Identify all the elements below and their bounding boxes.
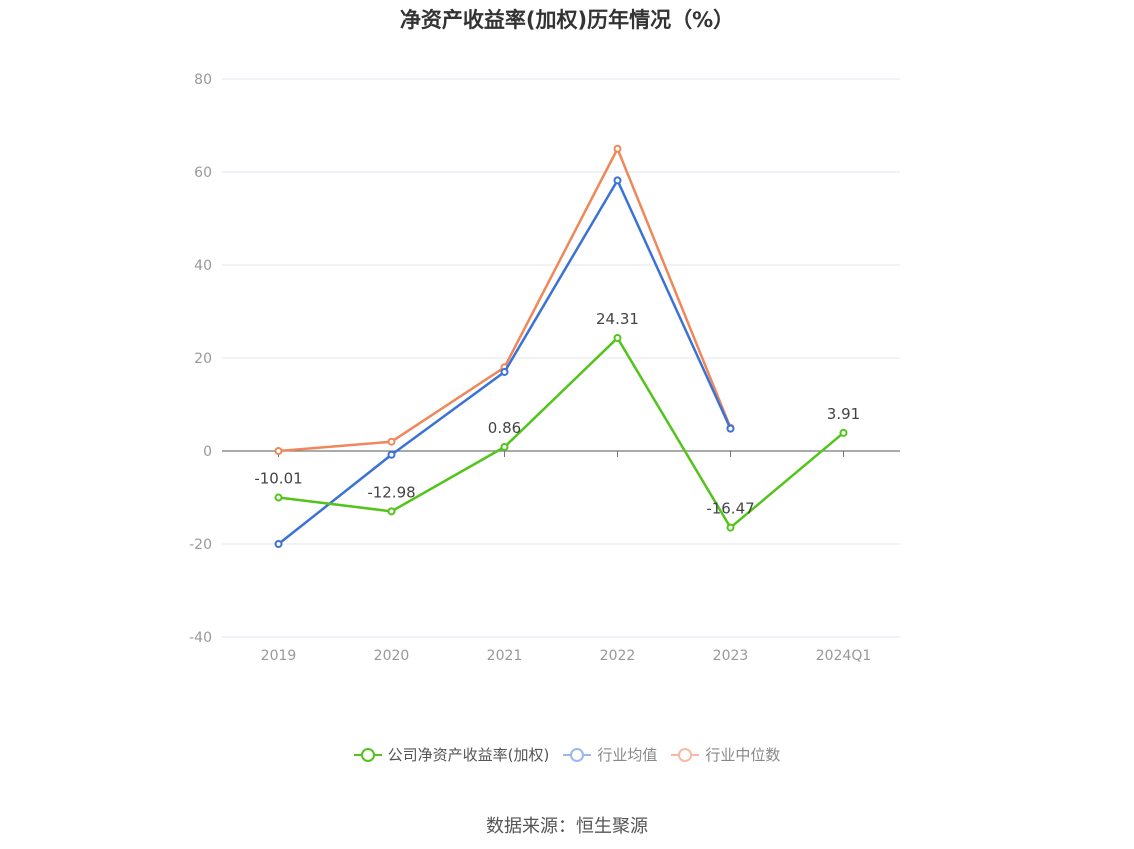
- legend-marker-icon: [671, 747, 700, 762]
- data-point: [387, 507, 396, 516]
- legend-item-industry-mean[interactable]: 行业均值: [563, 744, 657, 765]
- legend: 公司净资产收益率(加权) 行业均值 行业中位数: [0, 744, 1134, 765]
- data-label: -10.01: [254, 470, 302, 488]
- y-tick-label: 0: [203, 444, 212, 460]
- x-tick-label: 2023: [713, 648, 749, 664]
- data-label: -16.47: [706, 500, 754, 518]
- y-tick-label: 20: [194, 351, 212, 367]
- y-tick-label: -40: [189, 630, 212, 646]
- series-line-2: [278, 147, 732, 453]
- legend-label: 公司净资产收益率(加权): [387, 746, 550, 764]
- chart-title: 净资产收益率(加权)历年情况（%）: [399, 8, 735, 32]
- legend-item-industry-median[interactable]: 行业中位数: [671, 744, 780, 765]
- data-point: [274, 447, 283, 455]
- x-tick-label: 2022: [600, 648, 636, 664]
- data-label: -12.98: [367, 483, 415, 501]
- data-point: [387, 450, 396, 459]
- series-line-0: [278, 336, 845, 529]
- legend-marker-icon: [563, 747, 592, 762]
- legend-label: 行业均值: [597, 746, 658, 764]
- data-point: [613, 333, 622, 342]
- x-tick-label: 2019: [261, 648, 297, 664]
- legend-item-company-roe[interactable]: 公司净资产收益率(加权): [353, 744, 550, 765]
- series-line-1: [277, 179, 732, 545]
- y-tick-label: 60: [194, 165, 212, 181]
- data-point: [839, 428, 848, 437]
- x-tick-label: 2021: [487, 648, 523, 664]
- data-point: [613, 176, 622, 185]
- data-label: 0.86: [488, 419, 521, 437]
- y-tick-label: 40: [194, 258, 212, 274]
- y-tick-label: -20: [189, 537, 212, 553]
- data-point: [726, 424, 735, 433]
- data-point: [613, 144, 622, 153]
- data-point: [726, 523, 735, 532]
- data-label: 3.91: [827, 405, 860, 423]
- data-point: [500, 367, 509, 376]
- legend-marker-icon: [353, 747, 382, 762]
- data-point: [500, 443, 509, 452]
- line-chart: 80 60 40 20 0 -20 -40 2019 2020 2021 2022 2023 2024Q…: [189, 72, 900, 664]
- y-tick-label: 80: [194, 72, 212, 88]
- data-label: 24.31: [596, 310, 639, 328]
- source-note: 数据来源：恒生聚源: [486, 816, 648, 837]
- data-point: [274, 540, 283, 548]
- data-point: [387, 437, 396, 446]
- data-point: [274, 493, 283, 502]
- legend-label: 行业中位数: [705, 746, 781, 764]
- x-tick-label: 2020: [374, 648, 410, 664]
- x-tick-label: 2024Q1: [816, 648, 872, 664]
